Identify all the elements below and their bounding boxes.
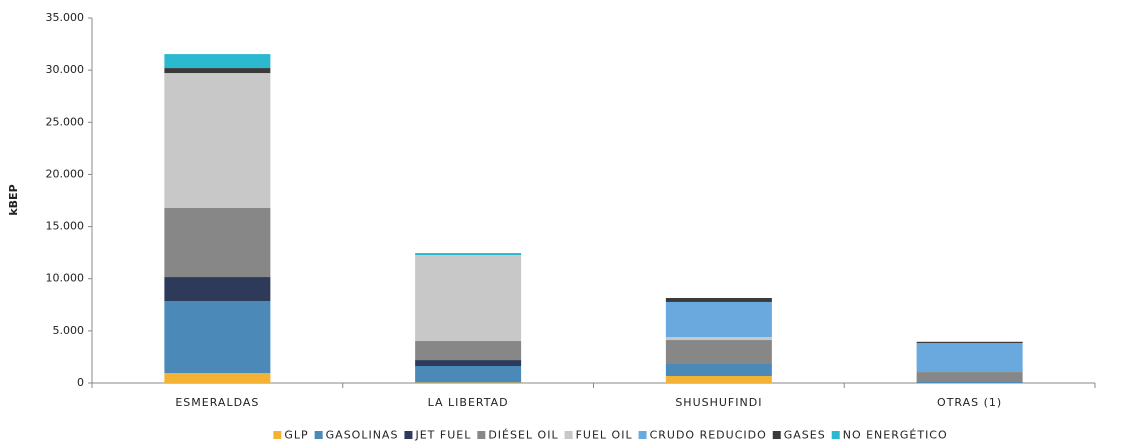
bar-segment xyxy=(164,208,271,278)
legend-swatch xyxy=(831,431,840,439)
bar-segment xyxy=(665,337,772,341)
legend-swatch xyxy=(273,431,282,439)
bar-segment xyxy=(164,301,271,374)
bar-segment xyxy=(164,277,271,302)
x-tick-label: SHUSHUFINDI xyxy=(675,396,762,409)
bar-segment xyxy=(916,372,1023,382)
bar-segment xyxy=(164,54,271,69)
bar-segment xyxy=(665,364,772,377)
bar-segment xyxy=(164,73,271,209)
bar-segment xyxy=(916,341,1023,344)
bar-segment xyxy=(415,253,522,256)
bar-segment xyxy=(916,343,1023,373)
legend-swatch xyxy=(404,431,413,439)
legend-label: GASES xyxy=(784,429,826,442)
y-tick-label: 30.000 xyxy=(46,63,85,76)
bar-segment xyxy=(916,381,1023,383)
bar-segment xyxy=(164,68,271,74)
legend-label: DIÉSEL OIL xyxy=(488,429,558,442)
bar-segment xyxy=(415,340,522,361)
legend-swatch xyxy=(638,431,647,439)
legend-label: GASOLINAS xyxy=(326,429,399,442)
y-tick-label: 35.000 xyxy=(46,11,85,24)
legend-label: NO ENERGÉTICO xyxy=(843,429,948,442)
legend-label: JET FUEL xyxy=(414,429,471,442)
legend-swatch xyxy=(772,431,781,439)
y-tick-label: 10.000 xyxy=(46,272,85,285)
x-tick-label: LA LIBERTAD xyxy=(428,396,509,409)
bar-segment xyxy=(665,376,772,383)
bar-segment xyxy=(415,255,522,341)
bar-segment xyxy=(415,382,522,383)
bar-segment xyxy=(415,366,522,383)
legend-swatch xyxy=(477,431,486,439)
bar-segment xyxy=(665,340,772,365)
y-tick-label: 20.000 xyxy=(46,167,85,180)
bar-segment xyxy=(665,301,772,338)
y-tick-label: 5.000 xyxy=(53,324,85,337)
bar-segment xyxy=(415,360,522,367)
y-tick-label: 25.000 xyxy=(46,115,85,128)
legend-label: GLP xyxy=(284,429,308,442)
x-tick-label: OTRAS (1) xyxy=(937,396,1002,409)
y-tick-label: 0 xyxy=(77,376,84,389)
y-tick-label: 15.000 xyxy=(46,220,85,233)
legend-label: FUEL OIL xyxy=(576,429,633,442)
y-axis-title: kBEP xyxy=(7,184,20,215)
legend-swatch xyxy=(564,431,573,439)
legend-swatch xyxy=(314,431,323,439)
legend-label: CRUDO REDUCIDO xyxy=(650,429,767,442)
x-tick-label: ESMERALDAS xyxy=(175,396,259,409)
bar-segment xyxy=(164,373,271,383)
bar-segment xyxy=(665,298,772,302)
